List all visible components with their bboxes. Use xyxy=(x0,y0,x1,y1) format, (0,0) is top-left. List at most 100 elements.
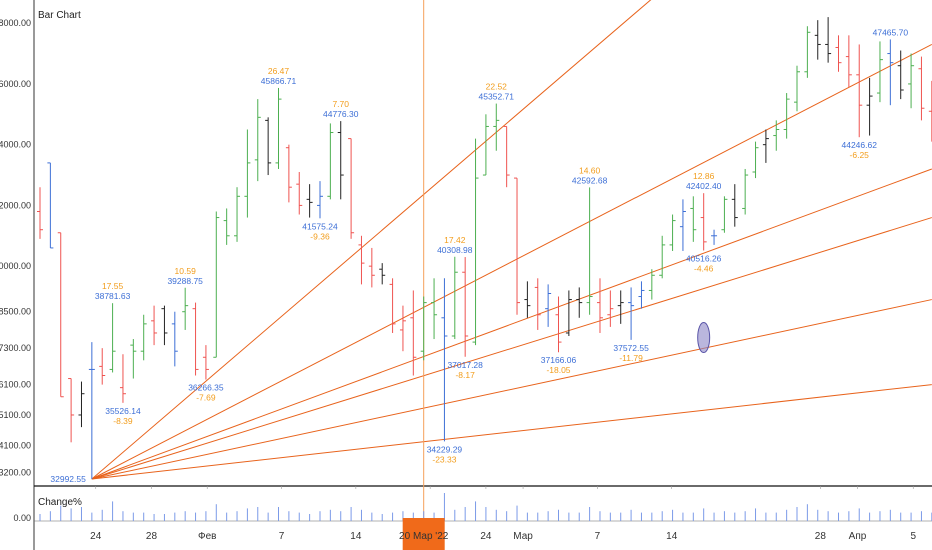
annotation-label: -11.79 xyxy=(619,353,643,363)
ohlc-bar xyxy=(57,232,64,398)
annotation-label: 37166.06 xyxy=(541,355,577,365)
ohlc-bar xyxy=(119,354,126,403)
ohlc-bar xyxy=(690,196,697,242)
y-tick-label: 42000.00 xyxy=(0,200,31,210)
ohlc-bar xyxy=(254,99,261,182)
ohlc-bar xyxy=(431,278,438,340)
gann-fan[interactable] xyxy=(91,0,932,480)
ohlc-bar xyxy=(389,278,396,333)
ohlc-bar xyxy=(773,120,780,151)
ohlc-bar xyxy=(316,181,323,219)
ohlc-bar xyxy=(524,281,531,318)
cursor-date-badge xyxy=(402,518,445,550)
annotation-label: 36266.35 xyxy=(188,383,224,393)
ohlc-bar xyxy=(783,93,790,139)
annotation-label: 39288.75 xyxy=(167,276,203,286)
ohlc-bar xyxy=(296,172,303,215)
ohlc-bar xyxy=(182,287,189,330)
annotation-label: 41575.24 xyxy=(302,221,338,231)
x-tick-label: 24 xyxy=(90,531,102,542)
ohlc-bar xyxy=(358,235,365,285)
x-tick-label: Фев xyxy=(198,531,216,542)
ohlc-bar xyxy=(171,311,178,367)
ohlc-bar xyxy=(161,305,168,346)
ohlc-bar xyxy=(638,281,645,309)
fan-line xyxy=(91,384,932,480)
ohlc-bar xyxy=(244,129,251,218)
y-tick-label: 46000.00 xyxy=(0,79,31,89)
annotation-label: 26.47 xyxy=(268,66,290,76)
x-tick-label: 14 xyxy=(666,531,678,542)
ohlc-bar xyxy=(130,339,137,379)
ohlc-bar xyxy=(700,193,707,251)
x-tick-label: 14 xyxy=(350,531,362,542)
annotation-label: 40308.98 xyxy=(437,245,473,255)
ohlc-bar xyxy=(648,269,655,300)
y-tick-label: 44000.00 xyxy=(0,140,31,150)
ohlc-bar xyxy=(151,305,158,346)
annotation-label: -4.46 xyxy=(694,263,714,273)
annotation-label: -7.69 xyxy=(196,393,216,403)
x-tick-label: 28 xyxy=(146,531,158,542)
ohlc-bar xyxy=(835,35,842,72)
fan-line xyxy=(91,44,932,480)
price-bars xyxy=(37,17,932,479)
change-pane-title: Change% xyxy=(38,497,82,508)
annotation-label: 38781.63 xyxy=(95,291,131,301)
ohlc-bar xyxy=(545,284,552,327)
ohlc-bar xyxy=(234,187,241,242)
ohlc-bar xyxy=(845,35,852,87)
ohlc-bar xyxy=(918,56,925,121)
ohlc-bar xyxy=(628,287,635,340)
highlight-marker xyxy=(697,322,711,354)
ohlc-bar xyxy=(669,214,676,251)
ohlc-bar xyxy=(752,141,759,179)
annotation-label: 10.59 xyxy=(175,266,197,276)
fan-line xyxy=(91,0,652,480)
ohlc-bar xyxy=(410,290,417,376)
ohlc-bar xyxy=(68,378,75,443)
ohlc-bar xyxy=(804,26,811,78)
annotation-label: 14.60 xyxy=(579,165,601,175)
annotations: 32992.5517.5538781.6335526.14-8.3910.593… xyxy=(50,27,908,484)
annotation-label: 42402.40 xyxy=(686,181,722,191)
annotation-label: 12.86 xyxy=(693,171,715,181)
annotation-label: 7.70 xyxy=(332,99,349,109)
ohlc-bar xyxy=(47,162,54,249)
ohlc-bar xyxy=(679,199,686,251)
y-tick-label: 36100.00 xyxy=(0,380,31,390)
y-tick-label: 38500.00 xyxy=(0,307,31,317)
ohlc-bar xyxy=(451,256,458,340)
ohlc-bar xyxy=(192,302,199,376)
annotation-label: 37572.55 xyxy=(613,343,649,353)
ohlc-bar xyxy=(721,196,728,233)
ohlc-bar xyxy=(825,17,832,63)
x-tick-label: 7 xyxy=(595,531,601,542)
y-tick-label: 34100.00 xyxy=(0,440,31,450)
ohlc-bar xyxy=(586,187,593,315)
price-pane-title: Bar Chart xyxy=(38,10,81,21)
ohlc-bar xyxy=(213,211,220,358)
ohlc-bar xyxy=(731,184,738,227)
ohlc-bar xyxy=(742,168,749,215)
ohlc-bar xyxy=(814,20,821,60)
annotation-label: 34229.29 xyxy=(427,444,463,454)
annotation-label: 44246.62 xyxy=(842,140,878,150)
cursor-date-label: 20 Мар '22 xyxy=(399,531,449,542)
ohlc-bar xyxy=(109,303,116,373)
ohlc-bar xyxy=(78,381,85,428)
ohlc-bar xyxy=(482,114,489,176)
ohlc-bar xyxy=(617,290,624,324)
ohlc-bar xyxy=(897,50,904,100)
ohlc-bar xyxy=(327,123,334,200)
annotation-label: 37017.28 xyxy=(447,360,483,370)
x-tick-label: Мар xyxy=(513,531,533,542)
ohlc-bar xyxy=(876,41,883,103)
ohlc-bar xyxy=(887,39,894,106)
annotation-label: 42592.68 xyxy=(572,175,608,185)
ohlc-bar xyxy=(88,342,95,479)
fan-line xyxy=(91,299,932,480)
change-axis-label: 0.00 xyxy=(13,513,31,523)
